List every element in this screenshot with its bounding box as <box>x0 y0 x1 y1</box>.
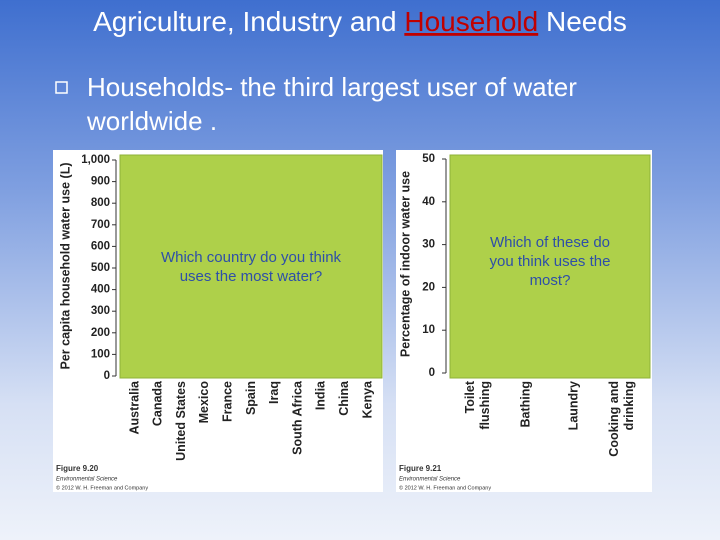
category-label: Cooking and <box>607 381 621 457</box>
category-label: India <box>314 380 328 410</box>
category-label: Australia <box>127 380 141 435</box>
category-label: Iraq <box>267 381 281 404</box>
y-tick-label: 700 <box>91 219 110 231</box>
question-text: most? <box>530 272 571 289</box>
y-tick-label: 400 <box>91 284 110 296</box>
y-tick-label: 300 <box>91 305 110 317</box>
category-label: Kenya <box>360 380 374 419</box>
figure-caption: © 2012 W. H. Freeman and Company <box>56 484 148 491</box>
title-part: Agriculture, Industry and <box>93 6 404 37</box>
category-label: United States <box>174 381 188 461</box>
y-tick-label: 200 <box>91 327 110 339</box>
category-label: flushing <box>478 381 492 430</box>
figure-caption: Environmental Science <box>399 477 461 483</box>
question-text: Which of these do <box>490 234 610 251</box>
bullet-marker <box>55 81 68 94</box>
category-label: Spain <box>244 381 258 415</box>
y-tick-label: 10 <box>422 324 435 336</box>
bullet-line: worldwide . <box>86 106 217 136</box>
category-label: Bathing <box>518 381 532 428</box>
title-part: Needs <box>538 6 627 37</box>
y-tick-label: 900 <box>91 176 110 188</box>
category-label: Toilet <box>463 380 477 413</box>
y-axis-label: Percentage of indoor water use <box>398 171 412 357</box>
y-tick-label: 500 <box>91 262 110 274</box>
y-tick-label: 40 <box>422 196 435 208</box>
question-text: Which country do you think <box>161 249 342 266</box>
question-text: uses the most water? <box>180 268 323 285</box>
category-label: China <box>337 380 351 416</box>
y-tick-label: 600 <box>91 240 110 252</box>
y-tick-label: 50 <box>422 153 435 165</box>
figure-caption: Environmental Science <box>56 477 118 483</box>
category-label: Mexico <box>197 381 211 424</box>
title-highlight: Household <box>404 6 538 37</box>
category-label: Laundry <box>566 381 580 430</box>
y-tick-label: 30 <box>422 239 435 251</box>
category-label: France <box>220 381 234 422</box>
y-tick-label: 20 <box>422 281 435 293</box>
y-tick-label: 800 <box>91 197 110 209</box>
answer-cover <box>449 154 651 379</box>
figure-caption: Figure 9.20 <box>56 464 99 473</box>
y-axis-label: Per capita household water use (L) <box>58 163 72 370</box>
y-tick-label: 1,000 <box>81 154 110 166</box>
question-text: you think uses the <box>490 253 611 270</box>
category-label: South Africa <box>290 380 304 455</box>
y-tick-label: 0 <box>429 367 435 379</box>
y-tick-label: 0 <box>104 370 110 382</box>
category-label: Canada <box>151 380 165 426</box>
category-label: drinking <box>622 381 636 430</box>
figure-caption: Figure 9.21 <box>399 464 442 473</box>
y-tick-label: 100 <box>91 348 110 360</box>
slide-title: Agriculture, Industry and Household Need… <box>93 6 627 37</box>
figure-caption: © 2012 W. H. Freeman and Company <box>399 484 491 491</box>
bullet-line: Households- the third largest user of wa… <box>87 72 577 102</box>
answer-cover <box>119 154 383 379</box>
